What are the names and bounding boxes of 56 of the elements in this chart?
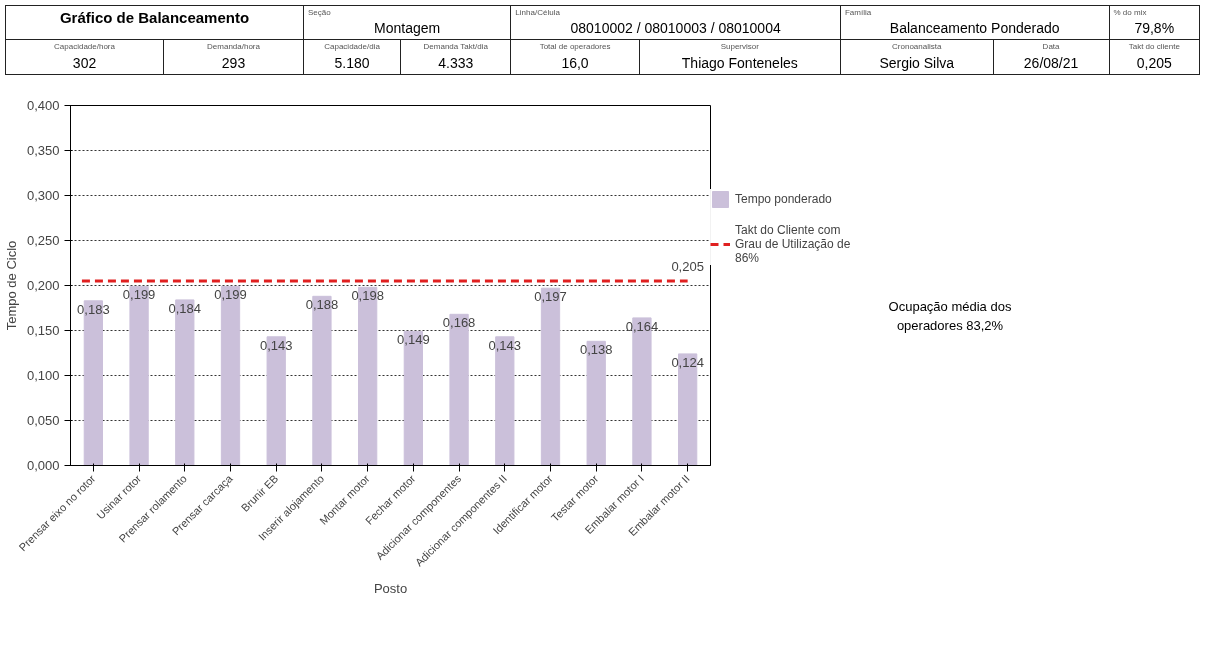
legend-label: Takt do Cliente com Grau de Utilização de 86% bbox=[735, 223, 851, 265]
text: Supervisor bbox=[719, 41, 760, 53]
y-tick-label: 0,250 bbox=[26, 233, 60, 248]
text: 302 bbox=[71, 53, 98, 73]
y-tick-label: 0,400 bbox=[26, 98, 60, 113]
y-tick-label: 0,050 bbox=[26, 413, 60, 428]
y-tick-label: 0,000 bbox=[26, 458, 60, 473]
text: % do mix bbox=[1113, 7, 1148, 19]
text: 79,8% bbox=[1133, 19, 1176, 39]
y-tick-label: 0,350 bbox=[26, 143, 60, 158]
text: 4.333 bbox=[437, 53, 475, 73]
legend-label: Tempo ponderado bbox=[735, 192, 832, 206]
data-label: 0,198 bbox=[351, 288, 384, 304]
text: Montagem bbox=[373, 19, 442, 39]
text: Capacidade/dia bbox=[323, 41, 381, 53]
text: Capacidade/hora bbox=[53, 41, 116, 53]
data-label: 0,124 bbox=[671, 354, 704, 370]
data-label: 0,164 bbox=[625, 318, 659, 334]
text: Ocupação média dos operadores 83,2% bbox=[887, 298, 1013, 335]
text: 293 bbox=[220, 53, 247, 73]
data-label: 0,183 bbox=[77, 301, 110, 317]
annotation: 0,205 bbox=[671, 259, 704, 274]
data-label: 0,184 bbox=[168, 300, 202, 316]
text: Takt do cliente bbox=[1127, 41, 1181, 53]
text: 26/08/21 bbox=[1022, 53, 1080, 73]
y-tick-label: 0,150 bbox=[26, 323, 60, 338]
text: Cronoanalista bbox=[891, 41, 943, 53]
text: Demanda Takt/dia bbox=[422, 41, 489, 53]
text: 5.180 bbox=[333, 53, 371, 73]
text: Linha/Célula bbox=[515, 7, 561, 19]
data-label: 0,188 bbox=[305, 297, 339, 313]
data-label: 0,199 bbox=[122, 287, 156, 303]
data-label: 0,143 bbox=[488, 337, 522, 353]
data-label: 0,143 bbox=[259, 337, 293, 353]
text: Total de operadores bbox=[538, 41, 612, 53]
data-label: 0,197 bbox=[534, 289, 567, 305]
text: 16,0 bbox=[560, 53, 590, 73]
x-axis-title: Posto bbox=[373, 580, 408, 596]
text: 08010002 / 08010003 / 08010004 bbox=[569, 19, 782, 39]
text: 0,205 bbox=[1135, 53, 1173, 73]
y-tick-label: 0,100 bbox=[26, 368, 60, 383]
chart-title: Gráfico de Balanceamento bbox=[5, 5, 304, 40]
text: Balanceamento Ponderado bbox=[888, 19, 1061, 39]
data-label: 0,168 bbox=[442, 315, 476, 331]
y-tick-label: 0,300 bbox=[26, 188, 60, 203]
data-label: 0,138 bbox=[579, 342, 613, 358]
data-label: 0,149 bbox=[397, 332, 430, 348]
text: Thiago Fonteneles bbox=[680, 53, 799, 73]
text: Data bbox=[1041, 41, 1061, 53]
y-axis-title: Tempo de Ciclo bbox=[3, 240, 19, 331]
text: Demanda/hora bbox=[206, 41, 261, 53]
y-tick-label: 0,200 bbox=[26, 278, 60, 293]
text: Família bbox=[844, 7, 873, 19]
text: Seção bbox=[307, 7, 332, 19]
data-label: 0,199 bbox=[214, 287, 247, 303]
text: Sergio Silva bbox=[878, 53, 956, 73]
